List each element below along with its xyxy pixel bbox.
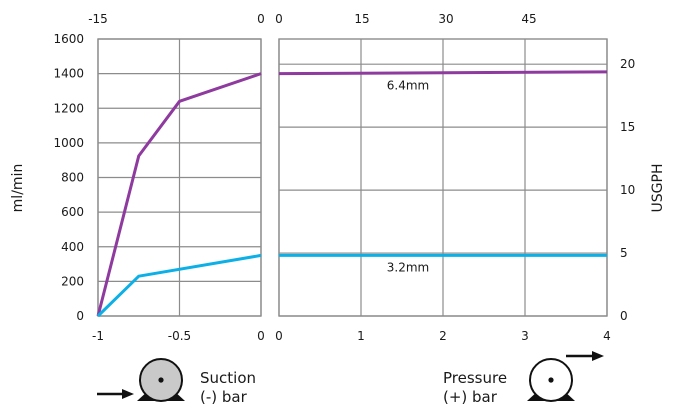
y-right-tick-label: 10 bbox=[620, 183, 635, 197]
suction-arrow-icon bbox=[97, 389, 134, 399]
y-left-tick-label: 600 bbox=[61, 205, 84, 219]
y-left-tick-label: 1600 bbox=[53, 32, 84, 46]
suction-caption-line2: (-) bar bbox=[200, 388, 248, 405]
pressure-top-tick-label: 0 bbox=[275, 12, 283, 26]
y-left-tick-label: 400 bbox=[61, 240, 84, 254]
suction-x-tick-label: -1 bbox=[92, 329, 104, 343]
y-left-axis-label: ml/min bbox=[10, 164, 26, 213]
y-left-tick-label: 200 bbox=[61, 274, 84, 288]
suction-top-tick-label: 0 bbox=[257, 12, 265, 26]
y-right-tick-label: 5 bbox=[620, 246, 628, 260]
suction-series-line-small bbox=[96, 253, 262, 318]
pressure-top-tick-label: 30 bbox=[438, 12, 453, 26]
pressure-x-tick-label: 0 bbox=[275, 329, 283, 343]
pressure-x-tick-label: 2 bbox=[439, 329, 447, 343]
suction-top-tick-label: -15 bbox=[88, 12, 108, 26]
y-left-tick-label: 0 bbox=[76, 309, 84, 323]
suction-x-tick-label: -0.5 bbox=[168, 329, 191, 343]
suction-pump-icon bbox=[137, 358, 185, 402]
pressure-x-tick-label: 1 bbox=[357, 329, 365, 343]
pressure-caption-line1: Pressure bbox=[443, 369, 507, 387]
grid-layer bbox=[97, 38, 608, 317]
suction-x-tick-label: 0 bbox=[257, 329, 265, 343]
y-right-tick-label: 0 bbox=[620, 309, 628, 323]
pressure-top-tick-label: 15 bbox=[354, 12, 369, 26]
pressure-x-tick-label: 4 bbox=[603, 329, 611, 343]
y-left-tick-label: 1000 bbox=[53, 136, 84, 150]
pressure-pump-icon bbox=[527, 358, 575, 402]
pressure-series-line-large bbox=[278, 70, 608, 76]
series-label-small: 3.2mm bbox=[387, 260, 429, 274]
pressure-x-tick-label: 3 bbox=[521, 329, 529, 343]
suction-caption-line1: Suction bbox=[200, 369, 256, 387]
y-left-tick-label: 1200 bbox=[53, 101, 84, 115]
y-right-tick-label: 20 bbox=[620, 57, 635, 71]
y-right-axis-label: USGPH bbox=[650, 164, 666, 213]
y-right-tick-label: 15 bbox=[620, 120, 635, 134]
pressure-caption-line2: (+) bar bbox=[443, 388, 498, 405]
y-left-tick-label: 1400 bbox=[53, 67, 84, 81]
pressure-arrow-icon bbox=[566, 351, 604, 361]
y-left-tick-label: 800 bbox=[61, 171, 84, 185]
series-label-large: 6.4mm bbox=[387, 79, 429, 93]
suction-series-line-large bbox=[96, 72, 262, 317]
pressure-top-tick-label: 45 bbox=[521, 12, 536, 26]
